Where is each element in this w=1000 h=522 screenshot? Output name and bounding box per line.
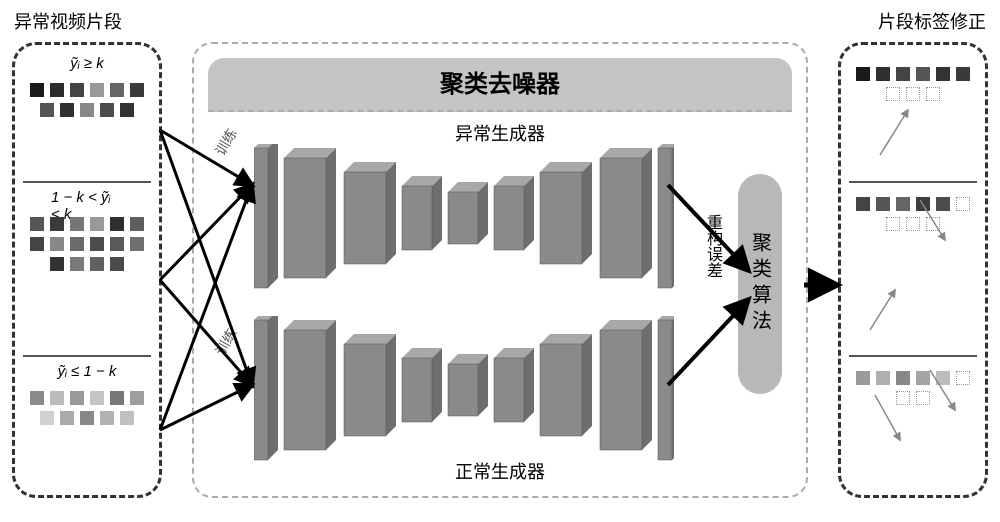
label-recon-error: 重构误差: [700, 214, 724, 278]
divider: [849, 355, 977, 357]
data-square: [50, 237, 64, 251]
threshold-top: ỹᵢ ≥ k: [70, 55, 103, 72]
data-square-dotted: [906, 87, 920, 101]
threshold-bot: ỹᵢ ≤ 1 − k: [58, 363, 117, 380]
divider: [23, 355, 151, 357]
data-square: [896, 67, 910, 81]
data-square-dotted: [926, 217, 940, 231]
data-square: [876, 371, 890, 385]
data-square: [50, 257, 64, 271]
label-normal-gen: 正常生成器: [455, 458, 545, 484]
data-square: [896, 371, 910, 385]
data-square: [876, 67, 890, 81]
data-square: [916, 371, 930, 385]
label-train-bot: 训练: [210, 325, 241, 359]
data-square: [60, 103, 74, 117]
data-square-dotted: [956, 371, 970, 385]
data-square: [130, 217, 144, 231]
data-square: [856, 371, 870, 385]
squares-bot: [23, 387, 151, 491]
data-square: [856, 67, 870, 81]
squares-top: [23, 79, 151, 175]
data-square: [130, 83, 144, 97]
data-square: [70, 257, 84, 271]
squares-r-bot: [849, 367, 977, 491]
data-square: [30, 217, 44, 231]
right-panel: [838, 42, 988, 498]
autoencoder-top: [254, 144, 674, 292]
data-square: [100, 103, 114, 117]
data-square: [90, 217, 104, 231]
data-square: [30, 83, 44, 97]
data-square-dotted: [906, 217, 920, 231]
autoencoder-bot: [254, 316, 674, 464]
data-square-dotted: [886, 87, 900, 101]
data-square: [876, 197, 890, 211]
data-square: [40, 411, 54, 425]
data-square: [100, 411, 114, 425]
data-square: [130, 237, 144, 251]
denoiser-title: 聚类去噪器: [208, 58, 792, 112]
data-square: [80, 103, 94, 117]
data-square: [110, 257, 124, 271]
squares-mid: [23, 213, 151, 349]
data-square: [90, 391, 104, 405]
data-square: [80, 411, 94, 425]
label-train-top: 训练: [210, 125, 241, 159]
data-square: [110, 391, 124, 405]
data-square: [90, 237, 104, 251]
data-square: [60, 411, 74, 425]
data-square: [120, 411, 134, 425]
data-square: [936, 197, 950, 211]
divider: [23, 181, 151, 183]
label-abnormal-gen: 异常生成器: [455, 120, 545, 146]
data-square: [70, 237, 84, 251]
data-square: [856, 197, 870, 211]
data-square: [110, 83, 124, 97]
data-square-dotted: [896, 391, 910, 405]
data-square: [70, 217, 84, 231]
squares-r-mid: [849, 193, 977, 347]
data-square: [70, 391, 84, 405]
data-square: [916, 67, 930, 81]
data-square-dotted: [886, 217, 900, 231]
data-square: [50, 83, 64, 97]
data-square: [120, 103, 134, 117]
data-square: [90, 257, 104, 271]
data-square: [936, 67, 950, 81]
data-square: [956, 67, 970, 81]
pill-clustering: 聚类算法: [738, 174, 782, 394]
data-square-dotted: [916, 391, 930, 405]
left-panel: ỹᵢ ≥ k 1 − k < ỹᵢ < k ỹᵢ ≤ 1 − k: [12, 42, 162, 498]
data-square: [130, 391, 144, 405]
data-square: [90, 83, 104, 97]
data-square: [40, 103, 54, 117]
data-square: [50, 391, 64, 405]
squares-r-top: [849, 63, 977, 173]
data-square-dotted: [926, 87, 940, 101]
data-square: [30, 237, 44, 251]
title-right: 片段标签修正: [878, 8, 986, 34]
data-square: [110, 217, 124, 231]
main-panel: 聚类去噪器 异常生成器 正常生成器 训练 训练 重构误差 聚类算法: [192, 42, 808, 498]
data-square: [110, 237, 124, 251]
divider: [849, 181, 977, 183]
title-left: 异常视频片段: [14, 8, 122, 34]
data-square: [30, 391, 44, 405]
data-square: [896, 197, 910, 211]
data-square: [70, 83, 84, 97]
data-square-dotted: [956, 197, 970, 211]
data-square: [916, 197, 930, 211]
data-square: [50, 217, 64, 231]
data-square: [936, 371, 950, 385]
